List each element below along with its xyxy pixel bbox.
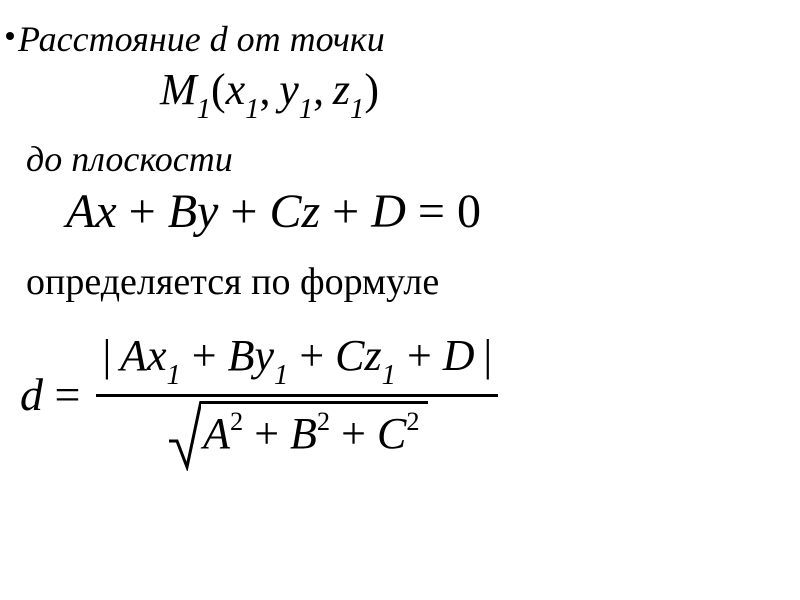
fraction: | Ax1 + By1 + Cz1 + D | A2 + B2 + C2 bbox=[96, 330, 498, 459]
zero: 0 bbox=[457, 185, 481, 238]
var-B: B bbox=[290, 409, 317, 458]
var-A: A bbox=[66, 185, 95, 238]
abs-bar: | bbox=[483, 331, 492, 380]
sub-1: 1 bbox=[350, 94, 364, 125]
comma: , bbox=[259, 65, 270, 114]
text-line-3: определяется по формуле bbox=[26, 260, 439, 304]
sqrt: A2 + B2 + C2 bbox=[167, 407, 427, 459]
var-z: z bbox=[333, 65, 350, 114]
text-line-1: Расстояние d от точки bbox=[18, 18, 385, 60]
var-B: B bbox=[228, 331, 255, 380]
plus: + bbox=[332, 185, 359, 238]
paren-open: ( bbox=[211, 65, 226, 114]
sub-1: 1 bbox=[245, 94, 259, 125]
var-x: x bbox=[147, 331, 167, 380]
var-A: A bbox=[203, 409, 230, 458]
equals: = bbox=[418, 185, 445, 238]
plus: + bbox=[341, 409, 366, 458]
var-C: C bbox=[377, 409, 406, 458]
denominator: A2 + B2 + C2 bbox=[161, 397, 433, 459]
var-y: y bbox=[197, 185, 218, 238]
sub-1: 1 bbox=[167, 360, 181, 391]
var-x: x bbox=[95, 185, 116, 238]
plus: + bbox=[407, 331, 432, 380]
plus: + bbox=[254, 409, 279, 458]
formula-plane-eq: Ax + By + Cz + D = 0 bbox=[66, 184, 481, 239]
text-line-2: до плоскости bbox=[26, 138, 233, 180]
var-B: B bbox=[168, 185, 197, 238]
sqrt-body: A2 + B2 + C2 bbox=[201, 401, 427, 459]
abs-bar: | bbox=[102, 331, 111, 380]
plus: + bbox=[129, 185, 156, 238]
equals: = bbox=[55, 369, 81, 420]
var-z: z bbox=[365, 331, 382, 380]
sub-1: 1 bbox=[382, 360, 396, 391]
sub-1: 1 bbox=[299, 94, 313, 125]
var-A: A bbox=[120, 331, 147, 380]
numerator: | Ax1 + By1 + Cz1 + D | bbox=[96, 330, 498, 394]
var-y: y bbox=[279, 65, 299, 114]
paren-close: ) bbox=[364, 65, 379, 114]
formula-distance: d = | Ax1 + By1 + Cz1 + D | A2 + B2 + C2 bbox=[20, 330, 498, 459]
bullet-icon bbox=[6, 32, 14, 40]
var-D: D bbox=[443, 331, 475, 380]
sup-2: 2 bbox=[406, 406, 419, 436]
plus: + bbox=[299, 331, 324, 380]
plus: + bbox=[192, 331, 217, 380]
var-z: z bbox=[301, 185, 320, 238]
sqrt-icon bbox=[167, 407, 201, 459]
formula-point-m1: M1(x1, y1, z1) bbox=[160, 64, 379, 122]
comma: , bbox=[313, 65, 324, 114]
sup-2: 2 bbox=[317, 406, 330, 436]
var-C: C bbox=[335, 331, 364, 380]
var-D: D bbox=[371, 185, 406, 238]
var-y: y bbox=[255, 331, 275, 380]
sub-1: 1 bbox=[197, 94, 211, 125]
sup-2: 2 bbox=[230, 406, 243, 436]
var-M: M bbox=[160, 65, 197, 114]
var-C: C bbox=[269, 185, 301, 238]
var-x: x bbox=[226, 65, 246, 114]
plus: + bbox=[230, 185, 257, 238]
var-d: d bbox=[20, 369, 43, 420]
sub-1: 1 bbox=[274, 360, 288, 391]
